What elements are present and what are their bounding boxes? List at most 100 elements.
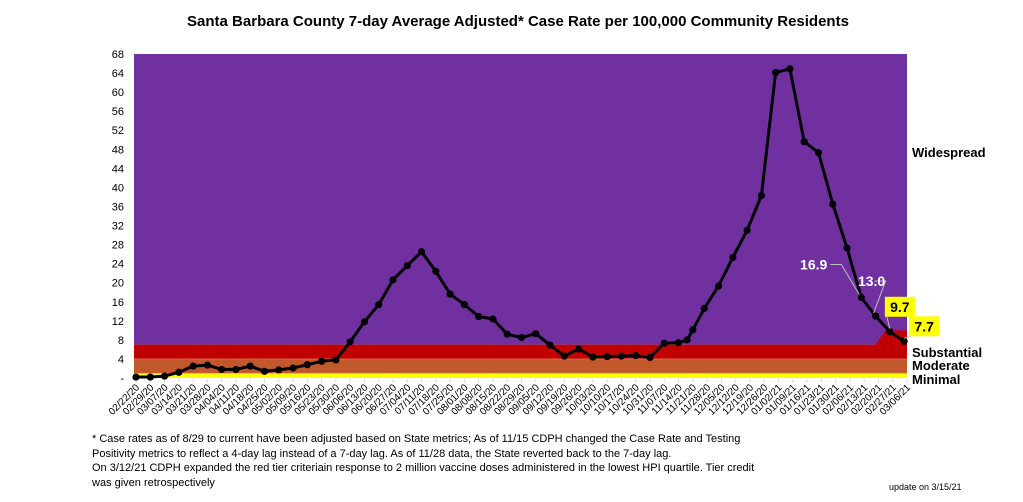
data-point: [403, 261, 411, 270]
data-point: [417, 248, 426, 256]
y-tick-label: 44: [112, 163, 124, 175]
data-point: [560, 352, 568, 360]
x-axis: 02/22/2002/29/2003/07/2003/14/2003/21/20…: [107, 379, 913, 418]
data-point: [646, 353, 654, 362]
data-point: [503, 330, 511, 338]
data-point: [603, 352, 611, 361]
data-point: [660, 339, 668, 347]
y-tick-label: 24: [112, 259, 124, 271]
data-point: [246, 362, 254, 370]
data-point: [218, 365, 226, 374]
data-point: [460, 301, 468, 309]
tier-band-substantial: [134, 330, 907, 359]
data-label-leader: [830, 263, 860, 295]
tier-label-widespread: Widespread: [912, 145, 986, 160]
data-point: [446, 290, 454, 298]
y-tick-label: -: [120, 373, 124, 385]
data-label-leader: [904, 335, 912, 339]
data-point: [700, 304, 708, 313]
data-point: [289, 364, 297, 372]
data-point: [871, 312, 880, 320]
data-point: [546, 341, 554, 349]
data-point: [786, 65, 794, 73]
tier-band-minimal: [134, 373, 907, 378]
series-layer: [132, 65, 908, 381]
data-point: [857, 293, 865, 302]
data-point: [189, 362, 197, 370]
data-point: [843, 244, 851, 252]
y-tick-label: 36: [112, 201, 124, 213]
data-point: [475, 312, 483, 321]
data-point: [886, 328, 894, 336]
case-rate-chart: Santa Barbara County 7-day Average Adjus…: [107, 13, 986, 418]
data-point: [346, 338, 354, 346]
data-point: [814, 149, 823, 157]
data-point: [757, 191, 765, 200]
y-tick-label: 16: [112, 297, 124, 309]
footnote-line: was given retrospectively: [92, 476, 215, 489]
data-point: [260, 367, 269, 375]
footnote-line: * Case rates as of 8/29 to current have …: [92, 433, 741, 445]
data-point: [829, 200, 837, 208]
data-point: [175, 368, 183, 376]
tier-label-minimal: Minimal: [912, 372, 960, 387]
data-point: [683, 336, 691, 344]
data-label-box: [909, 316, 940, 337]
data-point: [532, 330, 540, 338]
data-point: [589, 353, 597, 361]
data-point: [632, 352, 640, 360]
y-tick-label: 8: [118, 335, 124, 347]
data-point: [146, 373, 154, 381]
data-point: [360, 318, 369, 326]
y-tick-label: 4: [118, 354, 124, 366]
data-point: [517, 333, 526, 342]
data-point: [203, 361, 211, 369]
data-point: [729, 253, 737, 262]
data-point: [714, 282, 723, 290]
y-tick-label: 56: [112, 106, 124, 118]
data-label: 7.7: [914, 318, 934, 334]
data-point: [332, 356, 340, 364]
tier-label-substantial: Substantial: [912, 345, 982, 360]
data-label: 13.0: [858, 273, 885, 289]
data-point: [772, 68, 780, 77]
data-point: [674, 339, 683, 347]
data-point: [489, 315, 497, 323]
annotations-layer: 16.9 13.0 9.77.7: [800, 256, 940, 339]
y-tick-label: 40: [112, 182, 124, 194]
data-point: [232, 365, 240, 374]
data-point: [160, 372, 169, 380]
data-label-box: [884, 296, 915, 317]
data-point: [689, 326, 697, 334]
y-tick-label: 60: [112, 87, 124, 99]
footnote-line: On 3/12/21 CDPH expanded the red tier cr…: [92, 462, 755, 474]
data-label-leader: [873, 280, 887, 314]
data-point: [375, 301, 383, 309]
tier-band-widespread: [134, 54, 907, 345]
y-tick-label: 52: [112, 125, 124, 137]
y-tick-label: 20: [112, 278, 124, 290]
data-point: [617, 352, 626, 360]
y-tick-label: 64: [112, 68, 124, 80]
data-label: 16.9: [800, 256, 827, 272]
data-point: [318, 357, 326, 365]
footnote-line: Positivity metrics to reflect a 4-day la…: [92, 447, 672, 460]
y-tick-label: 48: [112, 144, 124, 156]
data-point: [800, 138, 808, 146]
tier-bands: [134, 54, 907, 378]
data-point: [743, 226, 751, 234]
tier-label-moderate: Moderate: [912, 358, 970, 373]
y-tick-label: 32: [112, 221, 124, 233]
data-label-leader: [886, 316, 891, 329]
data-label: 9.7: [890, 299, 910, 315]
data-point: [303, 361, 311, 369]
y-tick-label: 68: [112, 49, 124, 61]
data-point: [432, 267, 440, 275]
data-point: [132, 373, 140, 381]
footnote: * Case rates as of 8/29 to current have …: [92, 432, 892, 490]
data-point: [275, 366, 283, 374]
y-tick-label: 12: [112, 316, 124, 328]
chart-title: Santa Barbara County 7-day Average Adjus…: [187, 13, 849, 30]
